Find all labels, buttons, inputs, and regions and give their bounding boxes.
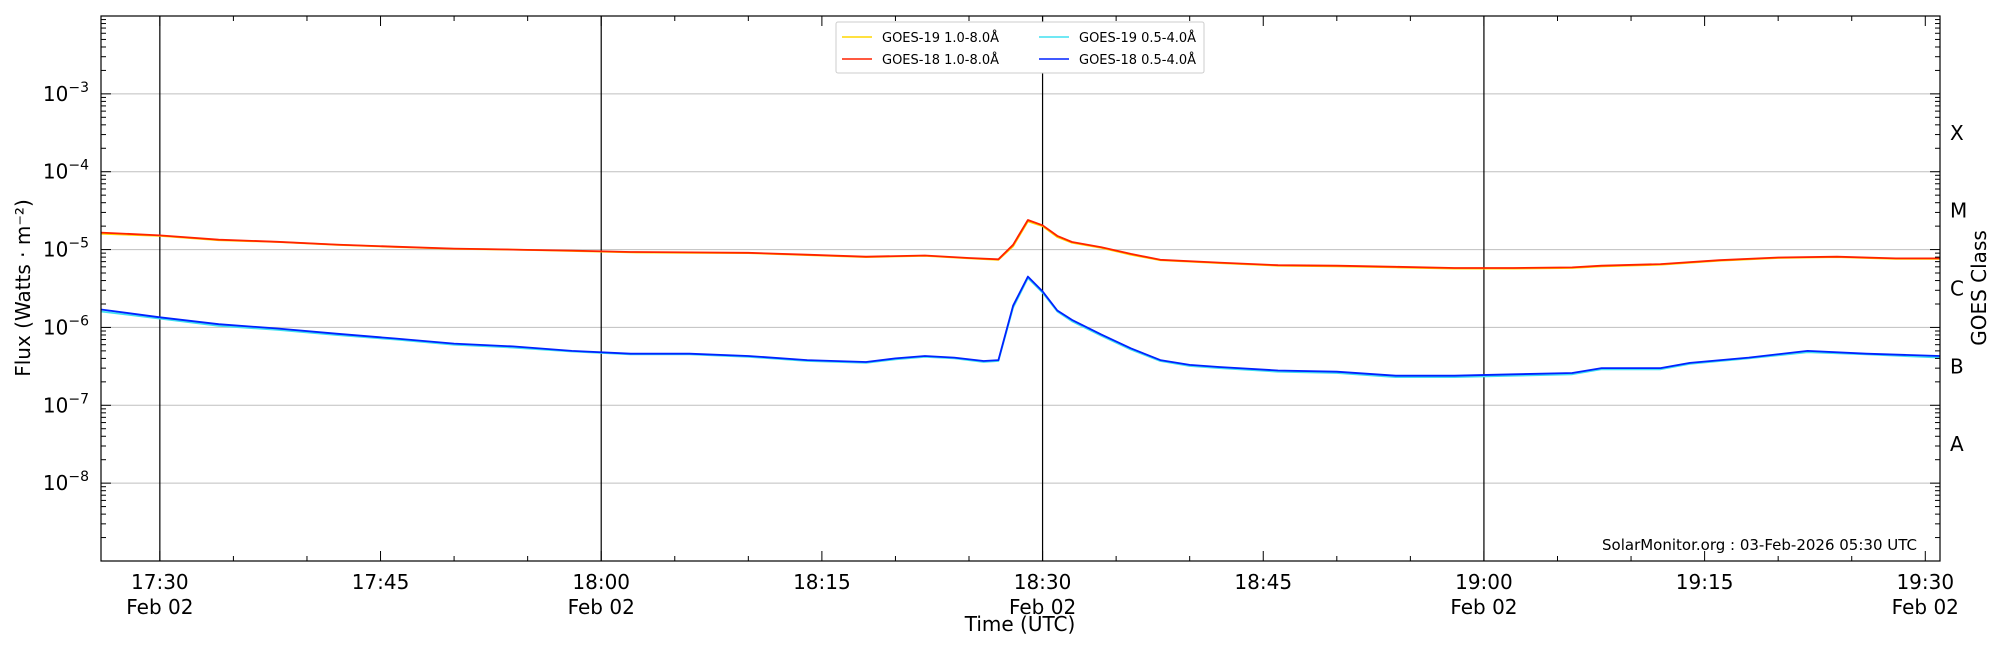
legend-label: GOES-18 1.0-8.0Å bbox=[882, 52, 999, 68]
y-axis-title: Flux (Watts · m⁻²) bbox=[11, 199, 35, 377]
y-tick-label: 10−6 bbox=[43, 313, 89, 339]
legend-label: GOES-19 1.0-8.0Å bbox=[882, 30, 999, 46]
x-tick-label: 18:45 bbox=[1234, 570, 1292, 594]
x-tick-label: 18:30 bbox=[1014, 570, 1072, 594]
grid-layer bbox=[101, 93, 1940, 484]
series-line bbox=[100, 277, 1941, 378]
legend-box bbox=[835, 21, 1205, 74]
axes-layer bbox=[100, 15, 1941, 562]
x-tick-date-label: Feb 02 bbox=[1892, 595, 1959, 619]
y-tick-label: 10−7 bbox=[43, 391, 89, 417]
series-line bbox=[100, 275, 1941, 377]
legend-label: GOES-18 0.5-4.0Å bbox=[1079, 52, 1196, 68]
y-tick-label: 10−4 bbox=[43, 158, 89, 184]
goes-class-label: C bbox=[1950, 277, 1964, 301]
x-axis-title: Time (UTC) bbox=[964, 612, 1076, 636]
x-tick-label: 17:45 bbox=[352, 570, 410, 594]
legend: GOES-19 1.0-8.0Å GOES-19 0.5-4.0Å GOES-18 … bbox=[835, 21, 1205, 74]
y-tick-label: 10−5 bbox=[43, 236, 89, 262]
series-line bbox=[100, 219, 1940, 269]
y-tick-label: 10−8 bbox=[43, 469, 89, 495]
x-tick-label: 19:15 bbox=[1676, 570, 1734, 594]
x-tick-date-label: Feb 02 bbox=[126, 595, 193, 619]
series-layer bbox=[100, 219, 1941, 378]
plot-frame bbox=[100, 15, 1941, 562]
goes-class-label: A bbox=[1950, 432, 1964, 456]
x-tick-label: 18:00 bbox=[572, 570, 630, 594]
goes-class-label: X bbox=[1950, 121, 1964, 145]
goes-class-label: M bbox=[1950, 199, 1967, 223]
x-tick-date-label: Feb 02 bbox=[1450, 595, 1517, 619]
goes-class-label: B bbox=[1950, 354, 1964, 378]
x-tick-date-label: Feb 02 bbox=[1009, 595, 1076, 619]
x-tick-label: 18:15 bbox=[793, 570, 851, 594]
x-tick-date-label: Feb 02 bbox=[568, 595, 635, 619]
legend-label: GOES-19 0.5-4.0Å bbox=[1079, 30, 1196, 46]
x-tick-label: 19:00 bbox=[1455, 570, 1513, 594]
y-tick-label: 10−3 bbox=[43, 80, 89, 106]
goes-class-axis-title: GOES Class bbox=[1967, 230, 1991, 346]
watermark-text: SolarMonitor.org : 03-Feb-2026 05:30 UTC bbox=[1602, 536, 1917, 554]
x-tick-label: 19:30 bbox=[1896, 570, 1954, 594]
x-tick-label: 17:30 bbox=[131, 570, 189, 594]
vertical-day-lines bbox=[159, 16, 1485, 561]
